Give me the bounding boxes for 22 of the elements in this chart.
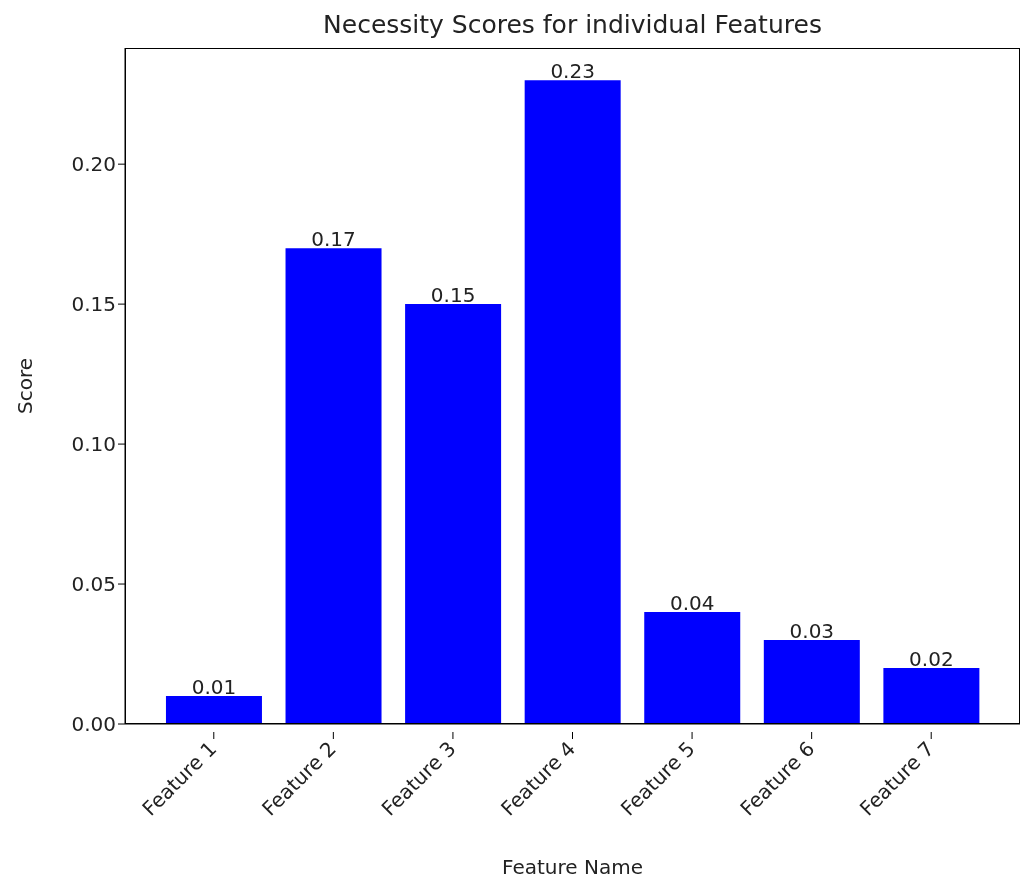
bar bbox=[165, 696, 262, 724]
bar bbox=[883, 668, 980, 724]
bar bbox=[644, 612, 741, 724]
data-label: 0.02 bbox=[909, 647, 954, 672]
y-tick-label: 0.20 bbox=[71, 152, 116, 177]
data-label: 0.23 bbox=[550, 59, 595, 84]
y-axis-title: Score bbox=[13, 357, 37, 415]
bar bbox=[285, 248, 382, 724]
data-label: 0.17 bbox=[311, 227, 356, 252]
y-tick-label: 0.15 bbox=[71, 292, 116, 317]
bar bbox=[405, 304, 502, 724]
bar bbox=[763, 640, 860, 724]
data-label: 0.15 bbox=[430, 283, 476, 308]
y-tick-label: 0.10 bbox=[71, 432, 116, 457]
chart-title: Necessity Scores for individual Features bbox=[322, 10, 823, 39]
y-tick-label: 0.05 bbox=[71, 572, 116, 597]
bar bbox=[524, 80, 621, 724]
x-axis-title: Feature Name bbox=[502, 855, 643, 879]
y-tick-label: 0.00 bbox=[71, 712, 116, 737]
data-label: 0.03 bbox=[789, 619, 835, 644]
data-label: 0.04 bbox=[669, 591, 715, 616]
data-label: 0.01 bbox=[191, 675, 237, 700]
